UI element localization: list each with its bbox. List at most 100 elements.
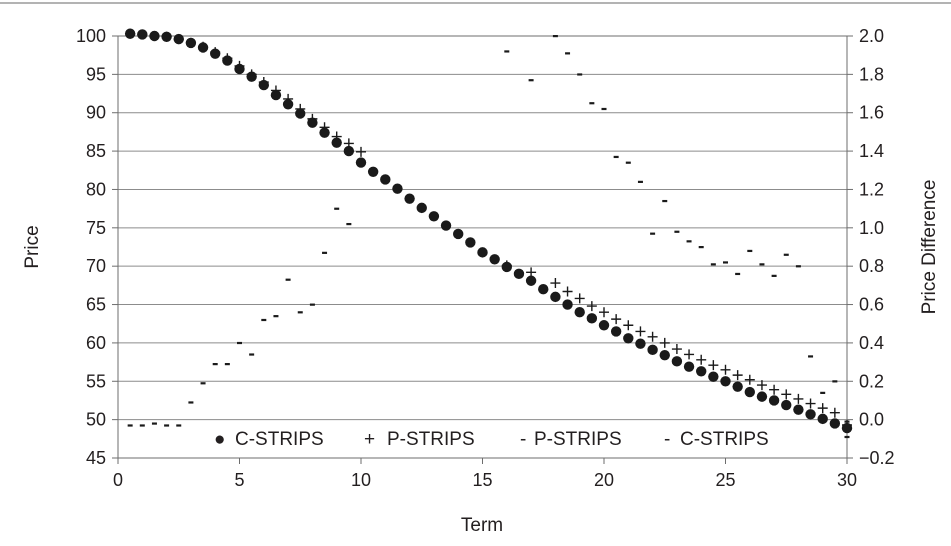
y2-tick-label: 0.4: [859, 333, 884, 353]
point-p-strips: [647, 331, 658, 342]
point-p-strips: [671, 344, 682, 355]
point-p-strips: [295, 103, 306, 114]
point-c-strips: [331, 137, 342, 148]
y2-tick-label: 2.0: [859, 26, 884, 46]
point-p-strips: [319, 122, 330, 133]
point-c-strips: [659, 349, 670, 361]
point-c-strips: [380, 174, 391, 185]
series-3-c-strips-dash: [844, 435, 850, 439]
y-tick-label: 100: [76, 26, 106, 46]
point-c-strips: [550, 291, 561, 303]
point-p-strips: [574, 293, 585, 304]
point-c-strips: [465, 237, 476, 248]
point-p-strips-difference: [613, 155, 619, 159]
point-p-strips: [696, 354, 707, 365]
point-p-strips: [793, 393, 804, 404]
legend: ● C-STRIPS + P-STRIPS - P-STRIPS - C-STR…: [214, 429, 769, 450]
point-p-strips: [307, 113, 318, 124]
point-p-strips-difference: [698, 246, 704, 249]
x-tick-label: 5: [234, 470, 244, 490]
legend-label-c-strips: C-STRIPS: [235, 429, 324, 450]
point-p-strips: [137, 29, 148, 40]
point-p-strips: [173, 34, 184, 45]
point-c-strips: [768, 395, 780, 406]
x-tick-label: 15: [472, 470, 492, 490]
point-c-strips: [343, 145, 355, 157]
point-c-strips: [817, 413, 828, 425]
point-p-strips-difference: [674, 230, 680, 233]
y-tick-label: 85: [86, 141, 106, 161]
point-c-strips: [744, 386, 755, 398]
legend-marker-p-strips: +: [364, 429, 375, 450]
point-p-strips-difference: [735, 272, 741, 276]
legend-marker-c-strips-diff: -: [664, 429, 670, 450]
point-p-strips-difference: [164, 424, 170, 427]
point-c-strips: [453, 228, 464, 240]
point-p-strips: [708, 360, 719, 371]
point-c-strips: [562, 299, 573, 310]
point-p-strips-difference: [224, 363, 230, 366]
point-c-strips: [319, 127, 330, 138]
point-p-strips: [635, 326, 646, 337]
y2-tick-label: 1.8: [859, 64, 884, 84]
point-p-strips-difference: [589, 102, 595, 105]
y2-tick-label: 0.0: [859, 410, 884, 430]
legend-label-c-strips-diff: C-STRIPS: [680, 429, 769, 450]
x-axis-title: Term: [461, 515, 503, 536]
point-p-strips: [550, 278, 561, 289]
point-p-strips: [526, 267, 537, 278]
point-p-strips: [817, 403, 828, 414]
point-c-strips: [671, 356, 683, 367]
point-p-strips-difference: [237, 341, 242, 345]
point-p-strips-difference: [504, 50, 510, 53]
x-axis: 0 5 10 15 20 25 30: [113, 458, 857, 490]
y-tick-label: 80: [86, 179, 106, 199]
point-p-strips: [210, 47, 221, 58]
point-p-strips: [562, 286, 573, 297]
point-c-strips: [428, 211, 440, 222]
point-c-strips: [282, 99, 294, 110]
point-p-strips: [756, 380, 767, 391]
point-p-strips-difference: [285, 278, 291, 281]
y2-tick-label: 1.6: [859, 103, 884, 123]
point-c-strips: [829, 418, 841, 429]
y-tick-label: 55: [86, 371, 106, 391]
point-c-strips: [538, 284, 549, 295]
point-p-strips: [149, 31, 160, 41]
point-p-strips: [125, 28, 136, 39]
point-p-strips-difference: [212, 363, 218, 366]
point-p-strips-difference: [309, 303, 315, 306]
point-p-strips: [258, 77, 269, 88]
point-p-strips: [161, 31, 172, 42]
y2-tick-label: 0.6: [859, 295, 884, 315]
x-tick-label: 25: [715, 470, 735, 490]
point-p-strips-difference: [297, 311, 303, 314]
point-c-strips: [489, 254, 500, 265]
point-p-strips-difference: [273, 315, 279, 318]
point-p-strips: [829, 407, 840, 418]
point-p-strips: [744, 374, 755, 385]
point-p-strips: [781, 389, 792, 400]
point-c-strips: [623, 333, 634, 344]
point-c-strips-difference: [844, 435, 850, 439]
series-0-c-strips-filled-circle: [124, 28, 853, 434]
y2-tick-label: 1.4: [859, 141, 884, 161]
point-p-strips: [586, 301, 597, 312]
y-tick-label: 50: [86, 410, 106, 430]
point-p-strips: [343, 138, 354, 149]
point-p-strips: [185, 37, 196, 48]
point-p-strips-difference: [723, 261, 728, 264]
point-p-strips: [501, 260, 512, 271]
point-c-strips: [598, 320, 610, 331]
point-p-strips-difference: [808, 355, 814, 358]
point-p-strips-difference: [625, 161, 631, 164]
point-c-strips: [610, 326, 622, 337]
x-tick-label: 30: [837, 470, 857, 490]
x-tick-label: 0: [113, 470, 123, 490]
y-tick-label: 75: [86, 218, 106, 238]
point-p-strips: [283, 93, 294, 104]
point-p-strips-difference: [783, 253, 789, 256]
point-c-strips: [477, 247, 488, 258]
point-p-strips-difference: [176, 424, 182, 427]
point-p-strips-difference: [552, 35, 558, 38]
